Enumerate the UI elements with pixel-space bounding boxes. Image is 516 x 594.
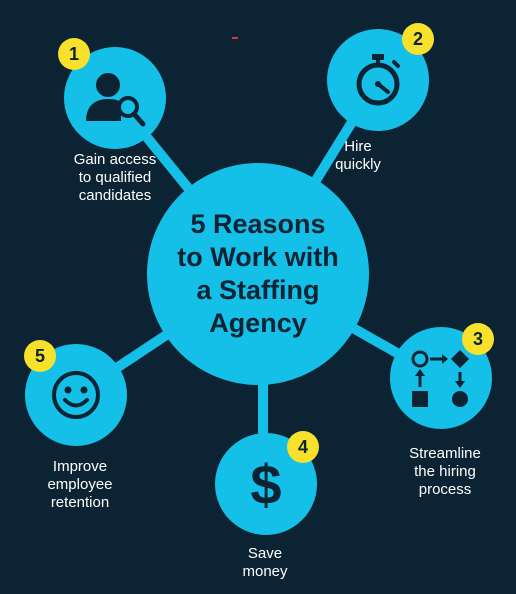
decorative-dash [232,37,238,39]
reason-3-label: Streamline the hiring process [409,445,481,498]
reason-1-label: Gain access to qualified candidates [73,151,157,204]
reason-4-badge: 4 [287,431,319,463]
dollar-icon: $ [250,454,281,514]
process-flow-icon [411,350,469,407]
hub-circle: 5 Reasons to Work with a Staffing Agency [147,163,369,385]
reason-5-label: Improve employee retention [47,458,113,511]
reason-4-label: Save money [242,545,288,580]
reason-2-badge: 2 [402,23,434,55]
reason-2-label: Hire quickly [335,138,381,173]
reason-5-badge: 5 [24,340,56,372]
svg-text:$: $ [250,454,281,514]
reason-1-badge: 1 [58,38,90,70]
reason-3-badge: 3 [462,323,494,355]
stopwatch-icon [356,54,400,106]
user-search-icon [86,73,146,127]
hub-title: 5 Reasons to Work with a Staffing Agency [177,209,339,338]
smiley-icon [52,371,100,419]
